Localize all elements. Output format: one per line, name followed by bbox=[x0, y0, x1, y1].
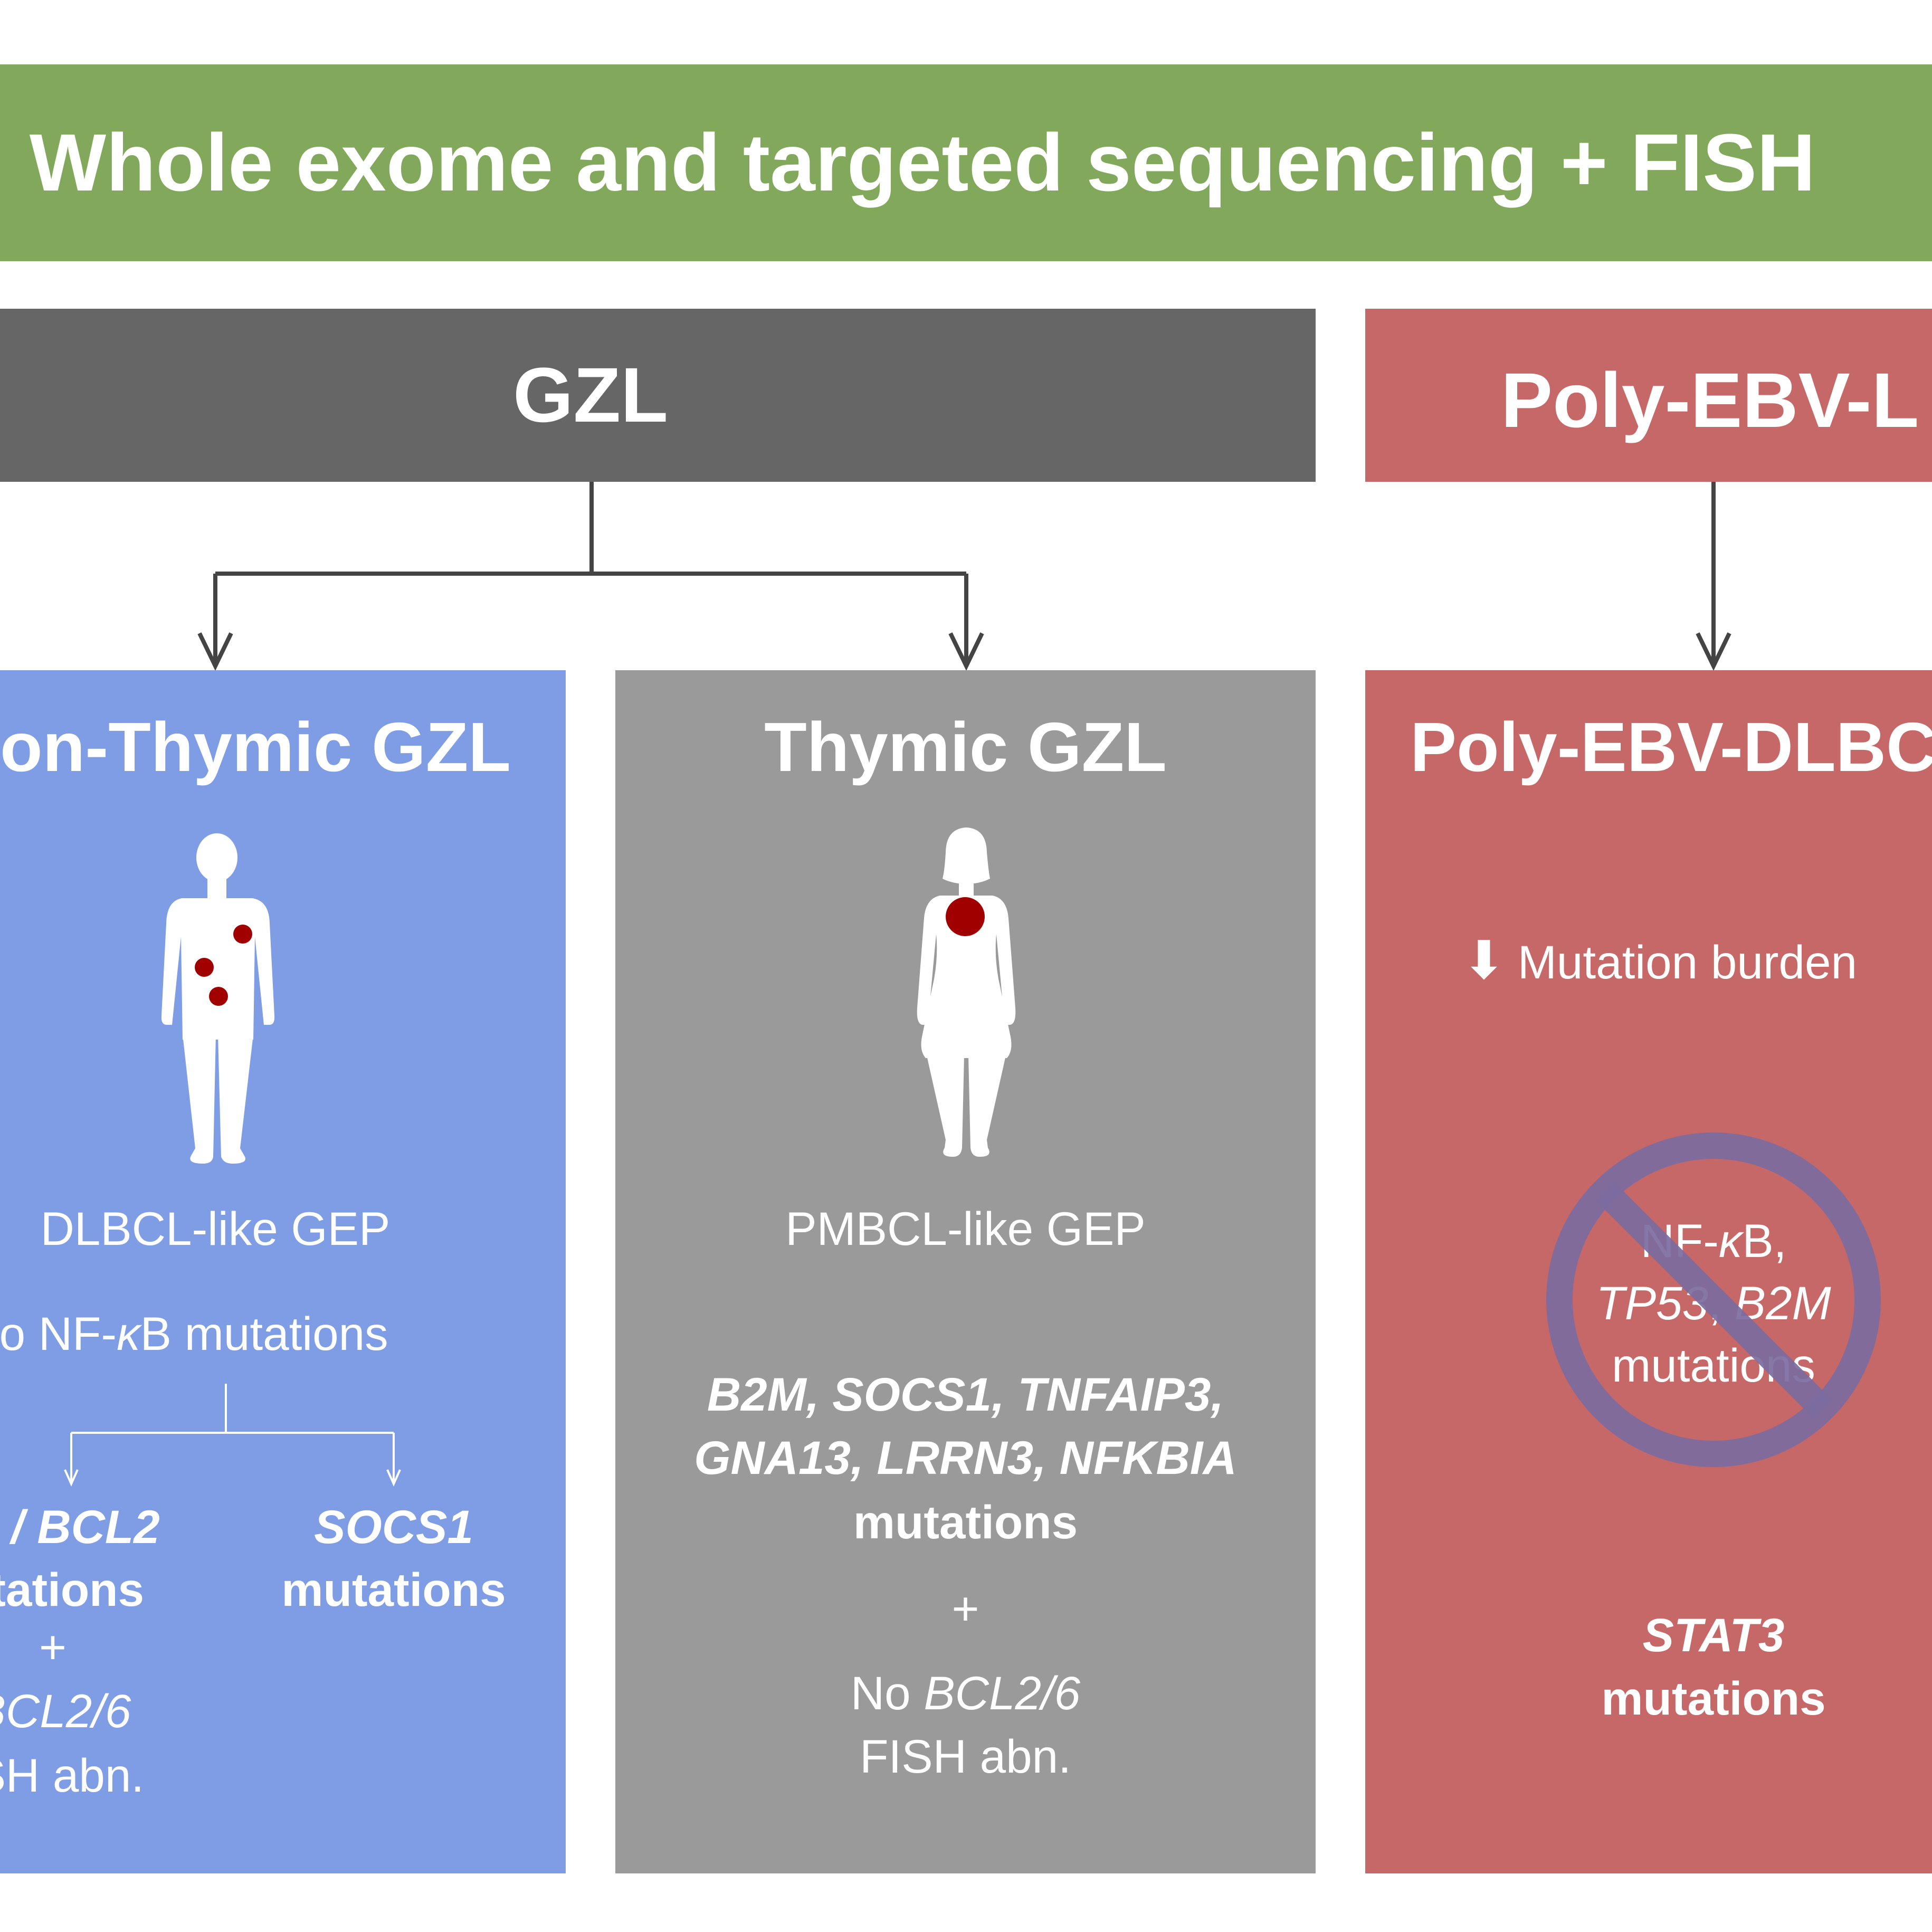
header-title: Whole exome and targeted sequencing + FI… bbox=[29, 117, 1816, 208]
non-thymic-nfkb: No NF-κB mutations bbox=[0, 1307, 388, 1360]
split-arrows bbox=[64, 1384, 401, 1487]
non-thymic-left-fish: ISH abn. bbox=[0, 1749, 145, 1802]
thymic-no-fish-gene: No BCL2/6 bbox=[850, 1667, 1081, 1719]
thymic-plus: + bbox=[951, 1582, 979, 1635]
prohibition-sign-icon bbox=[1546, 1132, 1881, 1467]
kappa-symbol: κ bbox=[117, 1307, 140, 1360]
thymic-title: Thymic GZL bbox=[764, 708, 1167, 786]
non-thymic-left-gene: 53 / BCL2 bbox=[0, 1500, 160, 1553]
poly-ebv-label: Poly-EBV-L bbox=[1501, 357, 1919, 444]
gzl-bar: GZL bbox=[0, 309, 1316, 482]
non-thymic-plus: + bbox=[39, 1621, 66, 1673]
thymic-genes-line2: GNA13, LRRN3, NFKBIA bbox=[694, 1431, 1237, 1484]
thymic-mutations: mutations bbox=[853, 1496, 1078, 1548]
non-thymic-panel: on-Thymic GZL DLBCL-like GEP No NF-κB mu… bbox=[0, 670, 566, 1873]
tumor-dot bbox=[946, 897, 985, 936]
non-thymic-right-mutations: mutations bbox=[281, 1563, 506, 1616]
thymic-gep: PMBCL-like GEP bbox=[785, 1202, 1146, 1255]
non-thymic-right-gene: SOCS1 bbox=[314, 1500, 473, 1553]
down-arrow-icon: ⬇ bbox=[1462, 929, 1506, 991]
gzl-label: GZL bbox=[513, 351, 668, 439]
male-silhouette-icon bbox=[161, 833, 275, 1164]
header-bar: Whole exome and targeted sequencing + FI… bbox=[0, 64, 1932, 261]
female-silhouette-icon bbox=[917, 827, 1016, 1157]
mutation-burden-row: ⬇ Mutation burden bbox=[1462, 929, 1858, 991]
poly-ebv-panel: Poly-EBV-DLBC ⬇ Mutation burden NF-κB, TP… bbox=[1365, 670, 1932, 1873]
non-thymic-gep: DLBCL-like GEP bbox=[40, 1202, 391, 1255]
poly-stat3-mutations: mutations bbox=[1601, 1672, 1826, 1725]
thymic-genes-line1: B2M, SOCS1, TNFAIP3, bbox=[707, 1368, 1224, 1421]
poly-ebv-title: Poly-EBV-DLBC bbox=[1410, 708, 1932, 786]
non-thymic-title: on-Thymic GZL bbox=[0, 708, 511, 786]
poly-ebv-bar: Poly-EBV-L bbox=[1365, 309, 1932, 482]
thymic-panel: Thymic GZL PMBCL-like GEP B2M, SOCS1, TN… bbox=[615, 670, 1316, 1873]
thymic-fish: FISH abn. bbox=[860, 1730, 1071, 1783]
non-thymic-left-fish-gene: BCL2/6 bbox=[0, 1684, 131, 1737]
non-thymic-left-mutations: utations bbox=[0, 1563, 145, 1616]
poly-stat3: STAT3 bbox=[1642, 1609, 1785, 1661]
